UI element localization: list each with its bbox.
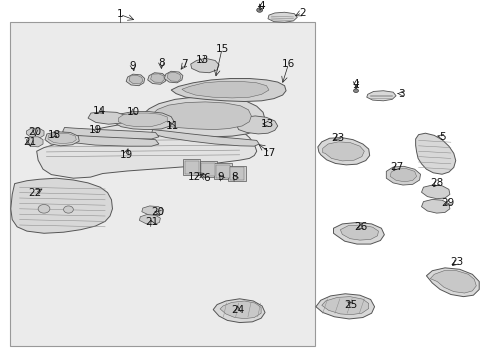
Text: 21: 21 (144, 217, 158, 227)
Circle shape (38, 204, 50, 213)
Polygon shape (230, 167, 244, 180)
Text: 29: 29 (440, 198, 454, 208)
Polygon shape (199, 161, 217, 177)
Circle shape (63, 206, 73, 213)
Text: 5: 5 (438, 132, 445, 142)
Text: 18: 18 (48, 130, 61, 140)
Polygon shape (142, 96, 264, 137)
Polygon shape (321, 297, 368, 315)
Polygon shape (333, 222, 384, 244)
Polygon shape (426, 268, 478, 297)
Polygon shape (147, 73, 166, 84)
Text: 20: 20 (29, 127, 41, 138)
Polygon shape (389, 168, 416, 182)
Polygon shape (129, 75, 142, 84)
Polygon shape (88, 112, 127, 124)
Polygon shape (415, 133, 455, 174)
Text: 13: 13 (195, 55, 209, 65)
Text: 13: 13 (260, 119, 273, 129)
Text: 25: 25 (344, 300, 357, 310)
Text: 11: 11 (165, 121, 179, 131)
Polygon shape (429, 271, 475, 293)
Polygon shape (150, 74, 164, 82)
Text: 19: 19 (89, 125, 102, 135)
Circle shape (256, 8, 262, 12)
Polygon shape (151, 130, 259, 146)
Polygon shape (216, 165, 229, 178)
Text: 9: 9 (129, 61, 136, 71)
Polygon shape (164, 71, 183, 83)
Circle shape (353, 89, 358, 93)
Text: 4: 4 (352, 79, 359, 89)
Text: 17: 17 (263, 148, 276, 158)
Text: 26: 26 (353, 222, 367, 232)
Polygon shape (26, 128, 44, 138)
Polygon shape (184, 161, 198, 174)
Polygon shape (151, 102, 251, 130)
Polygon shape (322, 142, 364, 161)
Text: 16: 16 (281, 59, 295, 69)
Polygon shape (167, 72, 181, 81)
Polygon shape (118, 113, 167, 127)
Polygon shape (340, 225, 378, 240)
Polygon shape (37, 122, 256, 178)
Polygon shape (139, 215, 160, 225)
Polygon shape (317, 138, 369, 165)
Polygon shape (190, 58, 219, 73)
Text: 8: 8 (231, 172, 238, 182)
Polygon shape (62, 127, 159, 139)
Polygon shape (48, 133, 76, 144)
Text: 4: 4 (258, 1, 264, 12)
Text: 27: 27 (389, 162, 403, 172)
Polygon shape (228, 166, 245, 181)
Polygon shape (113, 112, 174, 130)
Text: 14: 14 (93, 106, 106, 116)
Text: 22: 22 (28, 188, 42, 198)
Text: 19: 19 (119, 150, 133, 160)
Polygon shape (366, 91, 395, 101)
Text: 7: 7 (181, 59, 188, 69)
Text: 1: 1 (116, 9, 123, 19)
Polygon shape (171, 78, 285, 102)
Polygon shape (26, 137, 43, 147)
Text: 20: 20 (151, 207, 163, 217)
Text: 2: 2 (298, 8, 305, 18)
Polygon shape (421, 185, 449, 199)
Polygon shape (183, 159, 200, 175)
Text: 8: 8 (158, 58, 164, 68)
Polygon shape (267, 12, 297, 22)
Polygon shape (386, 166, 420, 185)
Polygon shape (315, 294, 374, 319)
Polygon shape (142, 206, 163, 216)
Polygon shape (421, 199, 449, 213)
Polygon shape (62, 135, 159, 146)
Polygon shape (182, 81, 268, 98)
FancyBboxPatch shape (10, 22, 315, 346)
Text: 3: 3 (397, 89, 404, 99)
Text: 23: 23 (449, 257, 463, 267)
Polygon shape (11, 178, 112, 233)
Text: 15: 15 (215, 44, 228, 54)
Polygon shape (220, 301, 261, 319)
Polygon shape (236, 116, 277, 134)
Text: 21: 21 (23, 137, 37, 147)
Text: 6: 6 (203, 173, 209, 183)
Polygon shape (201, 163, 215, 176)
Text: 10: 10 (126, 107, 139, 117)
Polygon shape (45, 132, 79, 146)
Polygon shape (214, 163, 231, 179)
Polygon shape (213, 299, 264, 323)
Text: 24: 24 (230, 305, 244, 315)
Text: 12: 12 (187, 172, 201, 182)
Polygon shape (126, 74, 144, 86)
Text: 28: 28 (429, 178, 443, 188)
Text: 9: 9 (217, 172, 224, 182)
Text: 23: 23 (330, 132, 344, 143)
